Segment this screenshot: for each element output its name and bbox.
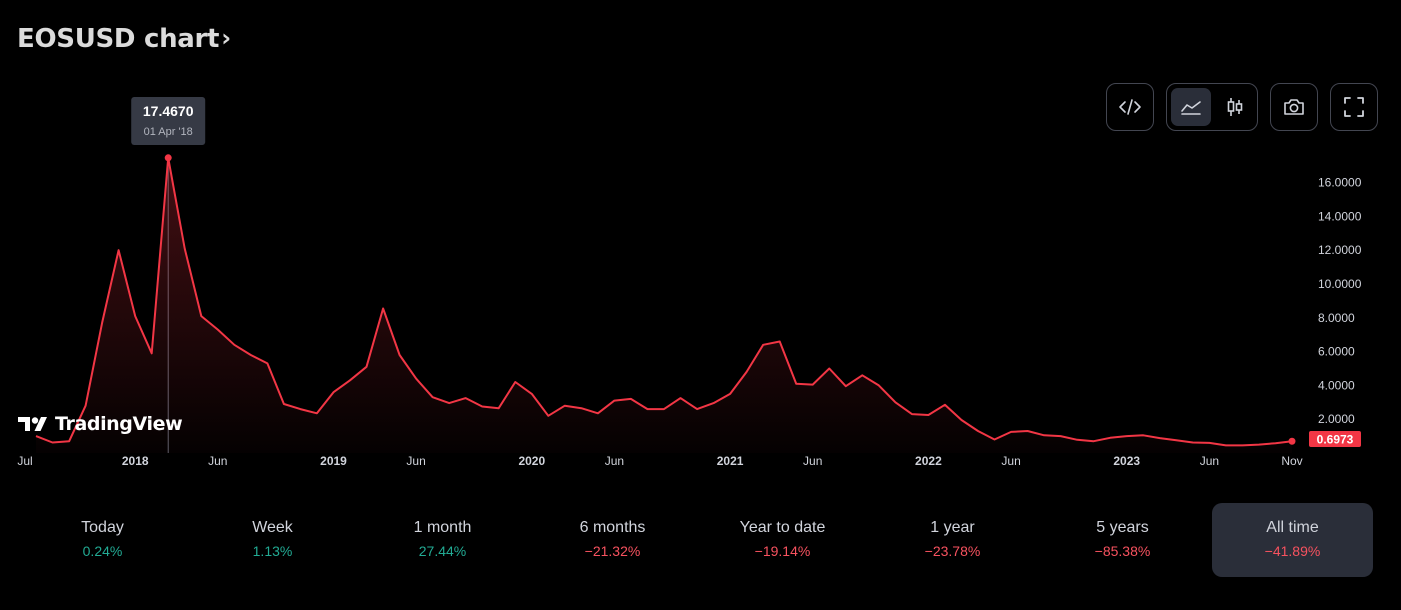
area-chart-icon [1181, 101, 1201, 115]
period-6-months[interactable]: 6 months −21.32% [532, 503, 693, 577]
x-axis: Jul 2018 Jun 2019 Jun 2020 Jun 2021 Jun 2022 Jun 20… [17, 454, 1302, 468]
price-chart[interactable]: 16.0000 14.0000 12.0000 10.0000 8.0000 6.0000… [0, 0, 1401, 480]
y-axis: 16.0000 14.0000 12.0000 10.0000 8.0000 6.0000… [1318, 176, 1362, 427]
tooltip-date: 01 Apr '18 [144, 126, 193, 138]
y-tick-label: 14.0000 [1318, 209, 1362, 223]
y-tick-label: 10.0000 [1318, 277, 1362, 291]
period-value: −85.38% [1094, 543, 1151, 559]
candlestick-icon [1227, 98, 1243, 116]
y-tick-label: 2.0000 [1318, 412, 1355, 426]
last-price-label: 0.6973 [1309, 431, 1361, 447]
period-value: 27.44% [418, 543, 467, 559]
price-line [35, 156, 1293, 447]
fullscreen-icon [1344, 97, 1364, 117]
page-title[interactable]: EOSUSD chart › [17, 24, 231, 54]
period-label: All time [1266, 519, 1319, 536]
period-label: Year to date [739, 519, 826, 536]
period-label: Week [252, 519, 293, 536]
period-value: 0.24% [82, 543, 123, 559]
tooltip: 17.4670 01 Apr '18 [131, 97, 206, 145]
x-tick-label: 2022 [915, 454, 942, 468]
period-label: 6 months [579, 519, 646, 536]
chart-style-group [1166, 83, 1258, 131]
camera-icon [1284, 99, 1304, 115]
period-all-time[interactable]: All time −41.89% [1212, 503, 1373, 577]
x-tick-label: Jul [17, 454, 32, 468]
chart-title-text[interactable]: EOSUSD chart [17, 24, 220, 54]
x-tick-label: Jun [1001, 454, 1020, 468]
x-tick-label: Jun [803, 454, 822, 468]
period-label: Today [81, 519, 124, 536]
period-5-years[interactable]: 5 years −85.38% [1042, 503, 1203, 577]
last-price-value: 0.6973 [1317, 433, 1354, 447]
x-tick-label: 2019 [320, 454, 347, 468]
x-tick-label: Jun [605, 454, 624, 468]
x-tick-label: 2018 [122, 454, 149, 468]
y-tick-label: 6.0000 [1318, 345, 1355, 359]
y-tick-label: 12.0000 [1318, 243, 1362, 257]
embed-button[interactable] [1106, 83, 1154, 131]
y-tick-label: 16.0000 [1318, 176, 1362, 190]
chevron-right-icon[interactable]: › [221, 24, 231, 52]
period-label: 1 month [413, 519, 472, 536]
period-label: 1 year [930, 519, 975, 536]
period-value: −19.14% [754, 543, 811, 559]
tradingview-logo-text: TradingView [55, 413, 183, 435]
period-label: 5 years [1096, 519, 1149, 536]
performance-periods: Today 0.24% Week 1.13% 1 month 27.44% 6 … [0, 503, 1401, 577]
x-tick-label: Jun [208, 454, 227, 468]
price-area-fill [36, 157, 1292, 454]
x-tick-label: 2023 [1113, 454, 1140, 468]
candlestick-button[interactable] [1215, 88, 1255, 126]
x-tick-label: Jun [1200, 454, 1219, 468]
period-value: 1.13% [252, 543, 293, 559]
x-tick-label: Jun [406, 454, 425, 468]
y-tick-label: 4.0000 [1318, 378, 1355, 392]
period-1-year[interactable]: 1 year −23.78% [872, 503, 1033, 577]
tooltip-value: 17.4670 [143, 103, 194, 119]
x-tick-label: 2021 [717, 454, 744, 468]
period-year-to-date[interactable]: Year to date −19.14% [702, 503, 863, 577]
peak-point [164, 154, 172, 162]
y-tick-label: 8.0000 [1318, 311, 1355, 325]
period-week[interactable]: Week 1.13% [192, 503, 353, 577]
period-value: −21.32% [584, 543, 641, 559]
tradingview-logo-icon [18, 417, 47, 431]
period-value: −41.89% [1264, 543, 1321, 559]
area-chart-button[interactable] [1171, 88, 1211, 126]
tooltip-box [131, 97, 206, 145]
x-tick-label: Nov [1281, 454, 1302, 468]
fullscreen-button[interactable] [1330, 83, 1378, 131]
period-value: −23.78% [924, 543, 981, 559]
period-today[interactable]: Today 0.24% [22, 503, 183, 577]
tradingview-logo[interactable]: TradingView [18, 413, 183, 435]
period-1-month[interactable]: 1 month 27.44% [362, 503, 523, 577]
last-point [1288, 437, 1296, 445]
snapshot-button[interactable] [1270, 83, 1318, 131]
embed-code-icon [1119, 99, 1141, 115]
x-tick-label: 2020 [518, 454, 545, 468]
